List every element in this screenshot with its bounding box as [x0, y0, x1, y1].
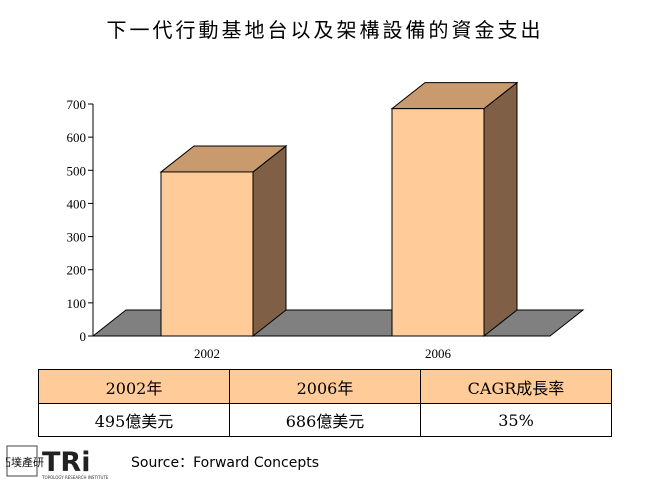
tri-logo: 拓墣產研 TRi TOPOLOGY RESEARCH INSTITUTE	[6, 445, 109, 480]
y-tick-label: 600	[67, 130, 87, 145]
table-header-row: 2002年 2006年 CAGR成長率	[38, 369, 612, 404]
y-tick-label: 0	[80, 329, 87, 344]
chart-title: 下一代行動基地台以及架構設備的資金支出	[106, 18, 544, 42]
bar-side	[483, 81, 518, 338]
bar-side	[252, 144, 287, 338]
y-tick-label: 500	[67, 163, 87, 178]
header-2002: 2002年	[38, 369, 230, 404]
y-tick-label: 100	[67, 296, 87, 311]
logo-wordmark: TRi	[42, 447, 90, 478]
summary-table: 2002年 2006年 CAGR成長率 495億美元 686億美元 35%	[38, 369, 612, 437]
header-2006: 2006年	[229, 369, 421, 404]
y-tick-label: 400	[67, 196, 87, 211]
logo-glyphs: 拓墣產研	[6, 455, 44, 469]
bar-front	[160, 171, 254, 337]
bar-front	[391, 108, 485, 337]
cell-2002-value: 495億美元	[38, 403, 230, 437]
y-tick-label: 300	[67, 230, 87, 245]
bar-2002	[159, 144, 288, 338]
x-tick-label-2002: 2002	[194, 346, 220, 361]
cell-2006-value: 686億美元	[229, 403, 421, 437]
table-row: 495億美元 686億美元 35%	[38, 403, 612, 437]
source-note: Source：Forward Concepts	[131, 455, 320, 471]
x-tick-label-2006: 2006	[425, 346, 452, 361]
logo-subtitle: TOPOLOGY RESEARCH INSTITUTE	[41, 475, 109, 480]
bar-2006	[390, 81, 519, 338]
cell-cagr-value: 35%	[420, 403, 612, 437]
y-tick-label: 700	[67, 97, 87, 112]
bar-chart: 0 100 200 300 400 500 600 700 2002 2006	[67, 81, 585, 361]
y-tick-label: 200	[67, 263, 87, 278]
header-cagr: CAGR成長率	[420, 369, 612, 404]
